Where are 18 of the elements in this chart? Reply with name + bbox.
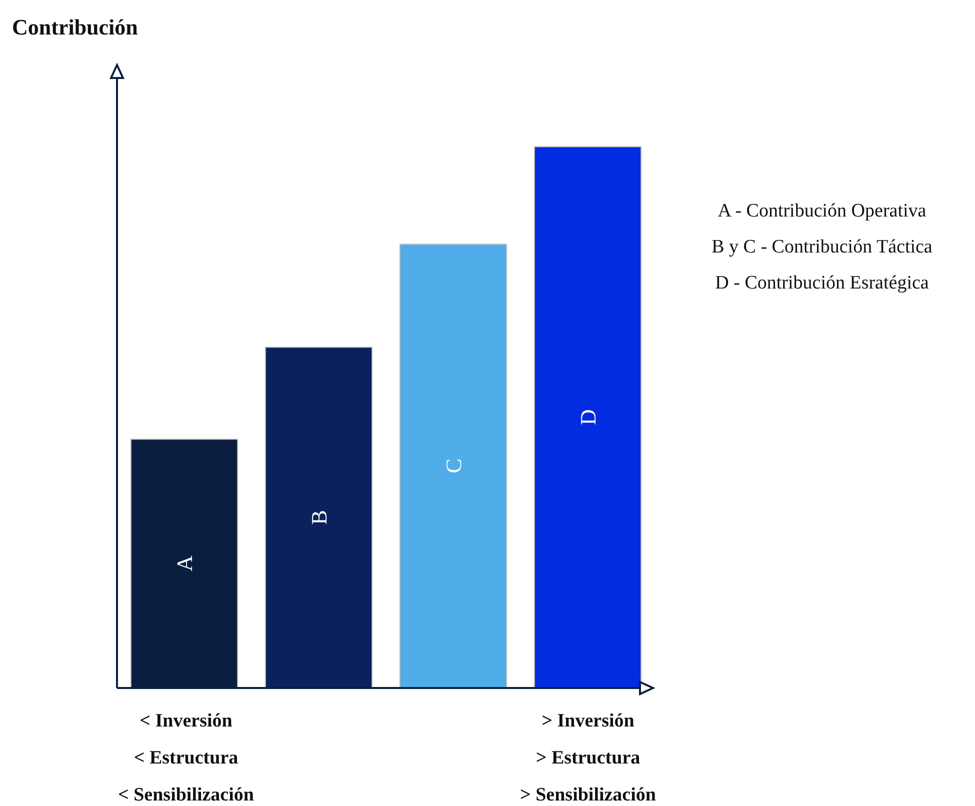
text: < Estructura [134, 748, 239, 768]
bar [399, 244, 508, 688]
text: < Sensibilización [118, 784, 254, 806]
bar [534, 146, 642, 688]
x-tick-label: B [306, 510, 332, 525]
text: > Inversión [542, 710, 635, 732]
text: A - Contribución Operativa [718, 200, 927, 222]
text: D - Contribución Esratégica [715, 272, 930, 294]
x-tick-label: A [172, 555, 197, 572]
y-axis-title: Contribución [12, 14, 138, 40]
x-tick-label: D [575, 409, 600, 426]
bar [264, 346, 373, 688]
text: < Inversión [140, 710, 233, 732]
text: > Estructura [536, 748, 641, 768]
text: B y C - Contribución Táctica [712, 236, 933, 258]
bar [130, 438, 238, 688]
text: > Sensibilización [520, 784, 656, 806]
x-tick-label: C [440, 458, 466, 474]
